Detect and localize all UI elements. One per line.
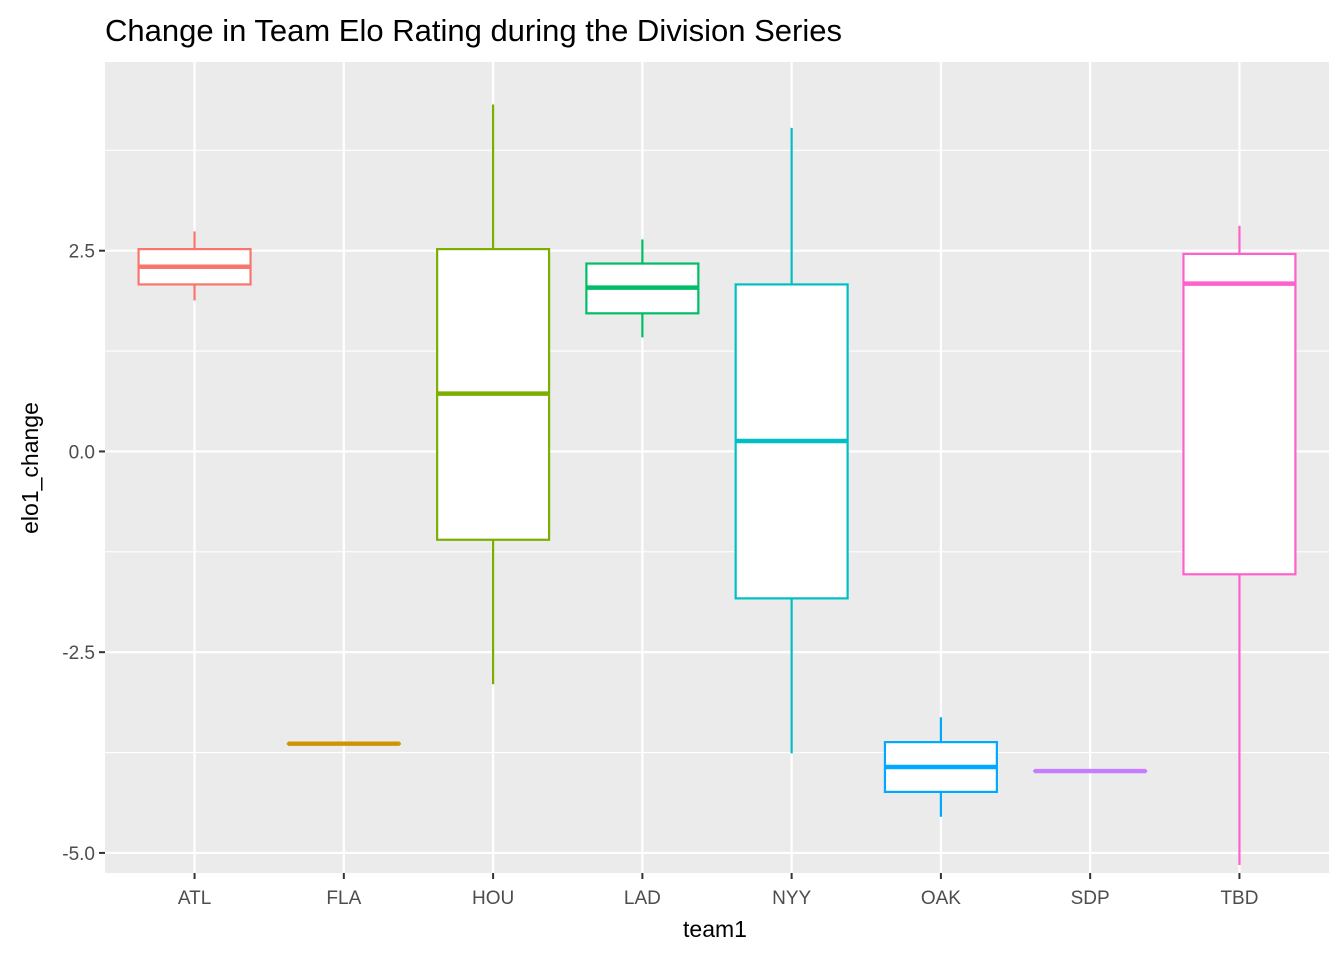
y-tick-label: -5.0 [62,844,95,865]
x-tick-label: NYY [772,888,811,909]
x-tick-label: OAK [921,888,961,909]
y-axis: -5.0 -2.5 0.0 2.5 [62,242,105,865]
y-tick-label: -2.5 [62,643,95,664]
x-tick-label: LAD [624,888,661,909]
y-axis-title: elo1_change [17,402,43,534]
x-tick-label: HOU [472,888,514,909]
x-tick-label: FLA [326,888,361,909]
x-axis-title: team1 [683,916,747,942]
y-tick-label: 2.5 [69,242,95,263]
x-tick-label: SDP [1071,888,1110,909]
x-axis: ATL FLA HOU LAD NYY OAK SDP TBD [178,873,1259,909]
x-tick-label: TBD [1220,888,1258,909]
chart-title: Change in Team Elo Rating during the Div… [105,13,842,48]
y-tick-label: 0.0 [69,442,95,463]
box-body [1183,254,1295,574]
plot-panel [105,62,1329,873]
x-tick-label: ATL [178,888,211,909]
